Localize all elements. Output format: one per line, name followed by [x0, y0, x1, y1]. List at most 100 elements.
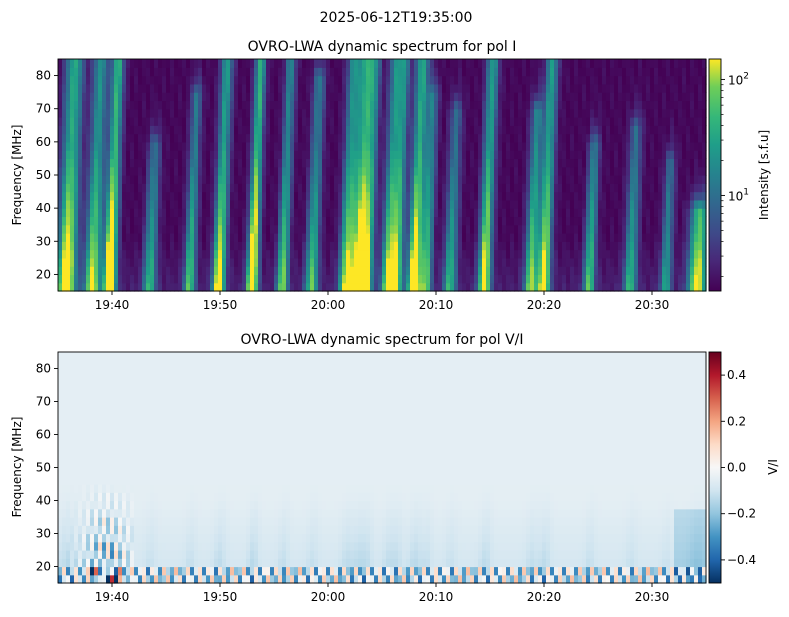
heatmap-cell: [262, 83, 267, 93]
heatmap-cell: [426, 216, 431, 226]
heatmap-cell: [126, 208, 131, 218]
heatmap-cell: [558, 183, 563, 193]
heatmap-cell: [666, 59, 671, 68]
heatmap-cell: [226, 216, 231, 226]
heatmap-cell: [86, 141, 91, 151]
heatmap-cell: [582, 266, 587, 276]
heatmap-cell: [630, 241, 635, 251]
heatmap-cell: [666, 83, 671, 93]
heatmap-cell: [334, 175, 339, 184]
heatmap-cell: [610, 133, 615, 143]
heatmap-cell: [62, 216, 67, 226]
heatmap-cell: [70, 108, 75, 118]
heatmap-cell: [162, 67, 167, 77]
heatmap-cell: [154, 100, 159, 110]
heatmap-cell: [298, 216, 303, 226]
heatmap-cell: [178, 249, 183, 259]
heatmap-cell: [522, 141, 527, 151]
heatmap-cell: [362, 100, 367, 110]
heatmap-cell: [74, 150, 79, 160]
heatmap-cell: [662, 92, 667, 102]
heatmap-cell: [138, 166, 143, 176]
heatmap-cell: [290, 233, 295, 242]
heatmap-cell: [658, 150, 663, 160]
heatmap-cell: [694, 83, 699, 93]
heatmap-cell: [86, 508, 91, 518]
heatmap-cell: [634, 191, 639, 201]
heatmap-cell: [482, 75, 487, 85]
heatmap-cell: [538, 141, 543, 151]
heatmap-cell: [662, 266, 667, 276]
heatmap-cell: [534, 241, 539, 251]
heatmap-cell: [638, 183, 643, 193]
heatmap-cell: [358, 191, 363, 201]
heatmap-cell: [146, 216, 151, 226]
heatmap-cell: [650, 241, 655, 251]
heatmap-cell: [106, 125, 111, 135]
heatmap-cell: [638, 224, 643, 234]
heatmap-cell: [330, 257, 335, 267]
heatmap-cell: [578, 183, 583, 193]
heatmap-cell: [646, 249, 651, 259]
heatmap-cell: [274, 108, 279, 118]
heatmap-cell: [570, 108, 575, 118]
heatmap-cell: [122, 266, 127, 276]
heatmap-cell: [130, 75, 135, 85]
heatmap-cell: [318, 191, 323, 201]
heatmap-cell: [78, 475, 83, 485]
heatmap-cell: [210, 75, 215, 85]
heatmap-cell: [62, 282, 67, 292]
heatmap-cell: [574, 216, 579, 226]
heatmap-cell: [414, 191, 419, 201]
heatmap-cell: [506, 150, 511, 160]
heatmap-cell: [558, 191, 563, 201]
heatmap-cell: [138, 75, 143, 85]
heatmap-cell: [510, 249, 515, 259]
heatmap-cell: [254, 166, 259, 176]
heatmap-cell: [414, 141, 419, 151]
heatmap-cell: [590, 92, 595, 102]
heatmap-cell: [394, 274, 399, 284]
heatmap-cell: [94, 175, 99, 184]
heatmap-cell: [618, 266, 623, 276]
heatmap-cell: [74, 541, 79, 551]
heatmap-cell: [394, 59, 399, 68]
heatmap-cell: [586, 282, 591, 292]
heatmap-cell: [62, 249, 67, 259]
heatmap-cell: [98, 183, 103, 193]
heatmap-cell: [202, 208, 207, 218]
heatmap-cell: [398, 83, 403, 93]
heatmap-cell: [682, 282, 687, 292]
heatmap-cell: [470, 183, 475, 193]
heatmap-cell: [110, 426, 115, 436]
heatmap-cell: [446, 257, 451, 267]
heatmap-cell: [350, 166, 355, 176]
heatmap-cell: [374, 233, 379, 242]
heatmap-cell: [458, 166, 463, 176]
heatmap-cell: [194, 249, 199, 259]
heatmap-cell: [490, 191, 495, 201]
heatmap-cell: [66, 233, 71, 242]
heatmap-cell: [510, 274, 515, 284]
heatmap-cell: [370, 100, 375, 110]
heatmap-cell: [542, 257, 547, 267]
heatmap-cell: [442, 191, 447, 201]
heatmap-cell: [438, 100, 443, 110]
heatmap-cell: [110, 352, 115, 361]
heatmap-cell: [446, 282, 451, 292]
heatmap-cell: [666, 108, 671, 118]
heatmap-cell: [214, 208, 219, 218]
heatmap-cell: [678, 125, 683, 135]
heatmap-cell: [242, 216, 247, 226]
heatmap-cell: [498, 274, 503, 284]
heatmap-cell: [126, 83, 131, 93]
heatmap-cell: [90, 360, 95, 370]
heatmap-cell: [498, 216, 503, 226]
heatmap-cell: [94, 166, 99, 176]
heatmap-cell: [554, 59, 559, 68]
heatmap-cell: [390, 59, 395, 68]
heatmap-cell: [102, 92, 107, 102]
heatmap-cell: [386, 208, 391, 218]
heatmap-cell: [614, 158, 619, 168]
heatmap-cell: [538, 257, 543, 267]
